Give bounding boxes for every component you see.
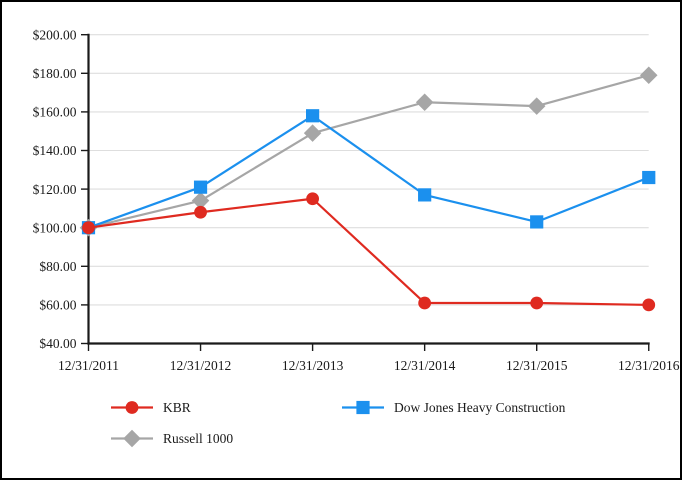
data-point-russell-1000-12/31/2014	[415, 93, 434, 112]
x-tick-label: 12/31/2011	[58, 358, 119, 373]
y-tick-label: $180.00	[33, 66, 77, 81]
data-point-dow-jones-heavy-construction-12/31/2013	[306, 109, 320, 123]
y-tick-label: $140.00	[33, 143, 77, 158]
x-tick-label: 12/31/2015	[506, 358, 568, 373]
data-point-russell-1000-12/31/2016	[639, 66, 658, 84]
y-tick-label: $80.00	[39, 259, 76, 274]
data-point-kbr-12/31/2016	[642, 298, 656, 312]
data-point-dow-jones-heavy-construction-12/31/2014	[418, 188, 432, 202]
y-tick-label: $120.00	[33, 182, 77, 197]
series-dow-jones-heavy-construction	[81, 109, 656, 235]
series-line-kbr	[87, 197, 650, 306]
tick-labels: $40.00 $60.00 $80.00 $100.00 $120.00 $140.00 $…	[33, 27, 680, 373]
data-point-kbr-12/31/2013	[306, 192, 319, 206]
data-point-kbr-12/31/2011	[82, 221, 95, 235]
series-line-dow-jones-heavy-construction	[87, 114, 650, 229]
data-point-dow-jones-heavy-construction-12/31/2016	[642, 170, 656, 185]
data-point-russell-1000-12/31/2013	[303, 124, 322, 142]
series-kbr	[82, 192, 656, 312]
x-tick-label: 12/31/2014	[394, 358, 456, 373]
x-tick-label: 12/31/2012	[170, 358, 232, 373]
gridlines	[88, 34, 649, 306]
series-russell-1000	[79, 66, 658, 237]
data-point-kbr-12/31/2012	[194, 205, 207, 219]
y-tick-label: $160.00	[33, 105, 77, 120]
y-tick-label: $100.00	[33, 220, 77, 235]
y-tick-label: $60.00	[39, 298, 76, 313]
series-line-russell-1000	[87, 74, 650, 229]
data-point-dow-jones-heavy-construction-12/31/2015	[530, 215, 544, 229]
y-tick-label: $200.00	[33, 27, 77, 42]
x-tick-label: 12/31/2016	[618, 358, 680, 373]
data-point-kbr-12/31/2014	[418, 296, 432, 310]
data-point-russell-1000-12/31/2012	[191, 191, 210, 210]
data-point-dow-jones-heavy-construction-12/31/2012	[193, 180, 208, 194]
x-tick-label: 12/31/2013	[282, 358, 344, 373]
data-point-kbr-12/31/2015	[530, 296, 544, 310]
y-tick-label: $40.00	[39, 336, 76, 351]
